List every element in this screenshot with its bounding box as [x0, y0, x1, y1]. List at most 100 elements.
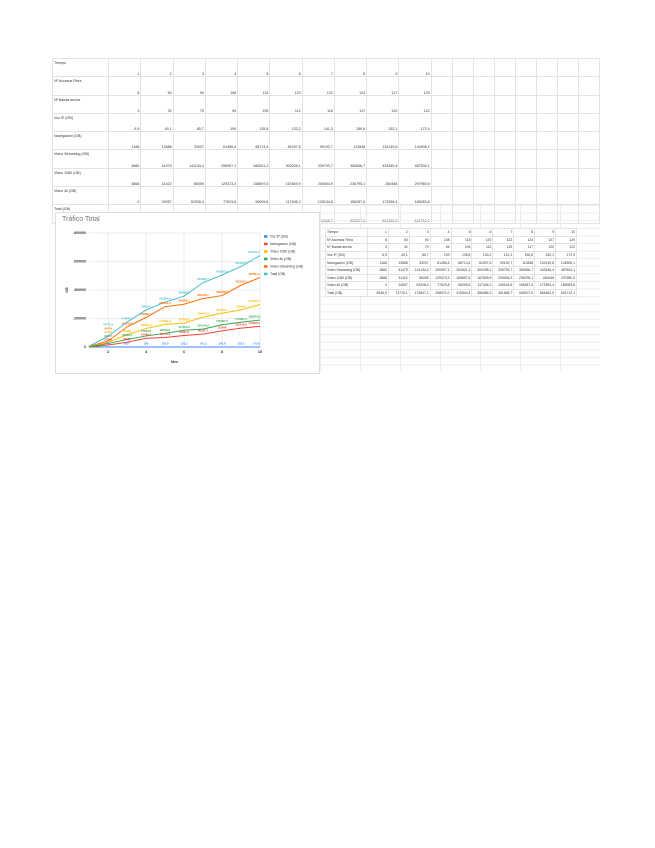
cell[interactable]: 135,8 [450, 250, 473, 260]
cell[interactable]: 31422 [387, 273, 410, 283]
cell[interactable]: 117 [513, 243, 536, 252]
cell[interactable]: 122 [398, 94, 432, 114]
cell[interactable]: 90192,7 [301, 131, 335, 151]
cell[interactable]: 124 [513, 235, 536, 245]
cell[interactable]: 3 [408, 228, 431, 237]
cell[interactable]: 31422 [140, 167, 174, 188]
cell[interactable]: 158597,6 [450, 273, 473, 283]
empty-cell[interactable] [493, 131, 516, 151]
cell[interactable]: 156287,6 [513, 281, 536, 290]
empty-cell[interactable] [472, 131, 495, 151]
cell[interactable]: 206997,1 [204, 149, 239, 169]
cell[interactable]: 96009,6 [450, 281, 473, 290]
row-label[interactable]: Nº Banda ancha [51, 94, 110, 114]
cell[interactable]: 132149,8 [366, 131, 400, 151]
cell[interactable]: 109 [429, 250, 452, 260]
cell[interactable]: 86059 [172, 167, 206, 188]
cell[interactable]: 189053,8 [398, 186, 432, 206]
row-label[interactable]: Total (GB) [325, 288, 368, 298]
empty-cell[interactable] [556, 186, 579, 206]
cell[interactable]: 297950,5 [398, 167, 432, 188]
empty-cell[interactable] [535, 57, 558, 78]
empty-cell[interactable] [472, 167, 495, 188]
cell[interactable]: 564452,9 [534, 288, 557, 298]
cell[interactable]: 115 [492, 243, 515, 252]
row-label[interactable]: Video Streaming (GB) [325, 265, 368, 275]
empty-cell[interactable] [577, 167, 601, 188]
empty-cell[interactable] [556, 57, 579, 78]
row-label[interactable]: Video Streaming (GB) [51, 149, 110, 169]
cell[interactable]: 2 [140, 57, 174, 78]
cell[interactable]: 117406,2 [269, 186, 303, 206]
cell[interactable]: 1166 [367, 258, 389, 267]
empty-cell[interactable] [535, 149, 558, 169]
cell[interactable]: 5 [237, 57, 271, 78]
cell[interactable]: 206997,1 [429, 265, 452, 275]
cell[interactable]: 141134,4 [172, 149, 206, 169]
row-label[interactable]: Tiempo [325, 228, 368, 237]
empty-cell[interactable] [535, 112, 558, 133]
cell[interactable]: 96009,6 [237, 186, 271, 206]
row-label[interactable]: Voz IP (GB) [51, 112, 110, 133]
cell[interactable]: 189053,8 [555, 281, 577, 290]
empty-cell[interactable] [493, 186, 516, 206]
cell[interactable]: 49,1 [387, 250, 410, 260]
cell[interactable]: 6 [471, 228, 494, 237]
empty-cell[interactable] [451, 167, 474, 188]
empty-cell[interactable] [514, 94, 537, 114]
row-label[interactable]: Video 1080 (GB) [51, 167, 110, 188]
cell[interactable]: 115 [301, 94, 335, 114]
empty-cell[interactable] [493, 57, 516, 78]
cell[interactable]: 108 [204, 76, 239, 96]
cell[interactable]: 144906,1 [555, 258, 577, 267]
cell[interactable]: 1 [367, 228, 389, 237]
cell[interactable]: 112848 [333, 131, 368, 151]
cell[interactable]: 112848 [513, 258, 536, 267]
cell[interactable]: 5 [450, 228, 473, 237]
cell[interactable]: 141,3 [301, 112, 335, 133]
empty-cell[interactable] [472, 94, 495, 114]
cell[interactable]: 209404,9 [301, 167, 335, 188]
empty-cell[interactable] [556, 167, 579, 188]
empty-cell[interactable] [514, 167, 537, 188]
cell[interactable]: 120 [471, 235, 494, 245]
cell[interactable]: 33037 [408, 258, 431, 267]
cell[interactable]: 13588 [387, 258, 410, 267]
cell[interactable]: 125144,8 [492, 281, 515, 290]
cell[interactable]: 66713,4 [450, 258, 473, 267]
empty-cell[interactable] [577, 186, 601, 206]
cell[interactable]: 1 [108, 57, 142, 78]
cell[interactable]: 4860 [367, 265, 389, 275]
cell[interactable]: 127 [366, 76, 400, 96]
cell[interactable]: 132149,8 [534, 258, 557, 267]
cell[interactable]: 124 [333, 76, 368, 96]
cell[interactable]: 433345,4 [534, 265, 557, 275]
cell[interactable]: 487534,1 [555, 265, 577, 275]
cell[interactable]: 300298,1 [269, 149, 303, 169]
cell[interactable]: 90 [172, 76, 206, 96]
cell[interactable]: 3 [367, 243, 389, 252]
empty-cell[interactable] [430, 94, 453, 114]
empty-cell[interactable] [430, 167, 453, 188]
cell[interactable]: 360836,7 [333, 149, 368, 169]
empty-cell[interactable] [535, 131, 558, 151]
cell[interactable]: 172,9 [555, 250, 577, 260]
empty-cell[interactable] [451, 112, 474, 133]
cell[interactable]: 0 [367, 281, 389, 290]
cell[interactable]: 133,2 [471, 250, 494, 260]
empty-cell[interactable] [430, 131, 453, 151]
cell[interactable]: 6 [269, 57, 303, 78]
cell[interactable]: 133,2 [269, 112, 303, 133]
cell[interactable]: 8 [513, 228, 536, 237]
cell[interactable]: 297950,5 [555, 273, 577, 283]
empty-cell[interactable] [451, 149, 474, 169]
cell[interactable]: 32 [387, 243, 410, 252]
cell[interactable]: 505207,6 [513, 288, 536, 298]
cell[interactable]: 300298,1 [471, 265, 494, 275]
cell[interactable]: 77623,8 [204, 186, 239, 206]
cell[interactable]: 9 [534, 228, 557, 237]
cell[interactable]: 174547,1 [408, 288, 431, 298]
cell[interactable]: 339793,7 [301, 149, 335, 169]
row-label[interactable]: Video 4k (GB) [51, 186, 110, 206]
empty-cell[interactable] [472, 112, 495, 133]
